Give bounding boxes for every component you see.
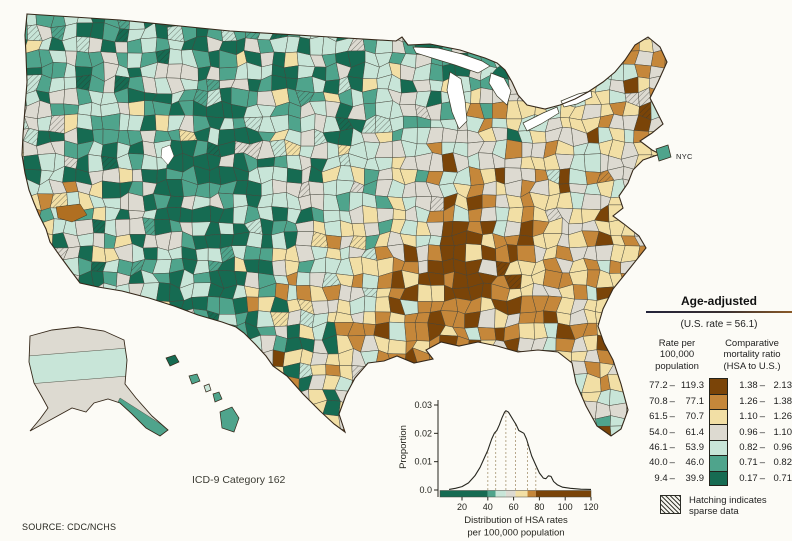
- ratio-range: 0.17–0.71: [739, 472, 792, 484]
- color-swatch: [709, 393, 728, 409]
- legend-class-rows: 77.2–119.3 1.38–2.13 70.8–77.1 1.26–1.38…: [646, 378, 792, 486]
- hatching-swatch: [660, 494, 681, 514]
- lake-michigan: [446, 71, 468, 130]
- ratio-range: 1.10–1.26: [739, 411, 792, 423]
- rate-range: 61.5–70.7: [649, 411, 704, 423]
- svg-text:120: 120: [583, 502, 598, 512]
- legend-row: 54.0–61.4 0.96–1.10: [646, 424, 792, 440]
- legend-row: 46.1–53.9 0.82–0.96: [646, 439, 792, 456]
- legend-panel: Age-adjusted (U.S. rate = 56.1) Rate per…: [646, 294, 792, 518]
- x-axis-caption: Distribution of HSA rates: [464, 515, 568, 526]
- svg-text:100: 100: [558, 502, 573, 512]
- hatching-note: Hatching indicates sparse data: [689, 494, 767, 518]
- alaska-map: [28, 326, 169, 437]
- rate-range: 77.2–119.3: [649, 380, 704, 392]
- color-swatch: [709, 408, 728, 425]
- color-swatch: [709, 424, 728, 440]
- lake-huron: [488, 72, 512, 106]
- rate-range: 9.4–39.9: [654, 472, 704, 484]
- nyc-marker: [655, 144, 672, 162]
- rate-range: 46.1–53.9: [649, 441, 704, 453]
- ratio-column-header: Comparative mortality ratio (HSA to U.S.…: [723, 338, 781, 372]
- rate-range: 54.0–61.4: [649, 426, 704, 438]
- ratio-range: 0.82–0.96: [739, 441, 792, 453]
- legend-row: 77.2–119.3 1.38–2.13: [646, 378, 792, 394]
- rate-range: 70.8–77.1: [649, 395, 704, 407]
- lake-erie: [522, 106, 560, 132]
- map-feature-patches: [55, 144, 175, 223]
- lake-superior: [412, 46, 491, 74]
- legend-row: 40.0–46.0 0.71–0.82: [646, 455, 792, 471]
- ratio-range: 1.38–2.13: [739, 380, 792, 392]
- color-swatch: [709, 455, 728, 471]
- legend-title-rule: [646, 311, 792, 313]
- legend-row: 61.5–70.7 1.10–1.26: [646, 408, 792, 425]
- color-swatch: [709, 470, 728, 486]
- source-note: SOURCE: CDC/NCHS: [22, 522, 117, 532]
- legend-column-headers: Rate per 100,000 population Comparative …: [646, 338, 792, 372]
- ratio-range: 0.96–1.10: [739, 426, 792, 438]
- svg-text:80: 80: [534, 502, 544, 512]
- category-label: ICD-9 Category 162: [192, 474, 286, 486]
- lake-ontario: [560, 90, 593, 108]
- legend-title: Age-adjusted: [680, 294, 757, 308]
- ratio-range: 0.71–0.82: [739, 457, 792, 469]
- y-axis-label: Proportion: [398, 425, 409, 469]
- legend-row: 70.8–77.1 1.26–1.38: [646, 393, 792, 409]
- svg-text:0.0: 0.0: [419, 485, 432, 495]
- rate-column-header: Rate per 100,000 population: [655, 338, 699, 372]
- color-swatch: [709, 439, 728, 456]
- svg-text:60: 60: [509, 502, 519, 512]
- svg-text:20: 20: [457, 502, 467, 512]
- svg-text:40: 40: [483, 502, 493, 512]
- nyc-label: NYC: [676, 152, 693, 161]
- color-swatch: [709, 378, 728, 394]
- svg-text:0.03: 0.03: [414, 400, 432, 410]
- ratio-range: 1.26–1.38: [739, 395, 792, 407]
- svg-text:0.02: 0.02: [414, 428, 432, 438]
- great-lakes: [412, 46, 593, 132]
- x-axis-caption: per 100,000 population: [467, 528, 564, 539]
- hatching-legend: Hatching indicates sparse data: [646, 494, 792, 518]
- rate-range: 40.0–46.0: [649, 457, 704, 469]
- hawaii-islands: [165, 354, 240, 433]
- distribution-chart: 0.0 0.01 0.02 0.03 Proportion 20 40 60 80 100 120 D…: [398, 400, 599, 539]
- legend-row: 9.4–39.9 0.17–0.71: [646, 470, 792, 486]
- svg-text:0.01: 0.01: [414, 457, 432, 467]
- us-rate-note: (U.S. rate = 56.1): [680, 319, 758, 330]
